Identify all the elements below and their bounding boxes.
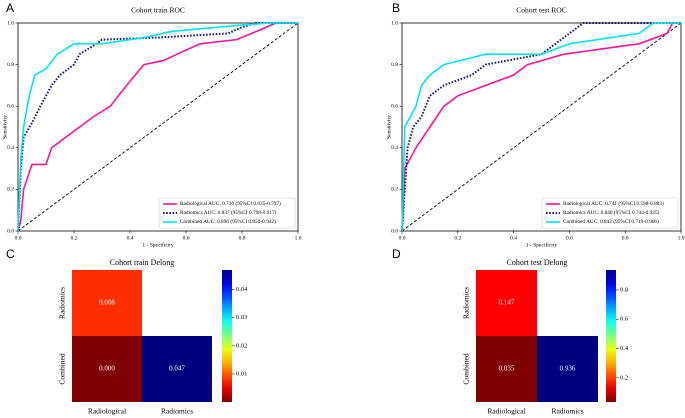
x-tick-label: Radiomics	[161, 407, 193, 416]
x-tick-label: 0.8	[622, 235, 629, 241]
cell-label: 0.035	[499, 365, 515, 373]
y-tick-label: 0.4	[7, 145, 14, 151]
colorbar	[222, 270, 232, 402]
legend-label: Radiomics AUC: 0.840 (95%CI 0.744-0.935)	[563, 209, 660, 216]
colorbar-tick-label: 0.02	[236, 342, 247, 349]
y-tick-label: Radiomics	[58, 287, 67, 319]
x-tick-label: 0.6	[566, 235, 573, 241]
panel-label: D	[392, 247, 401, 261]
y-tick-label: 0.6	[7, 103, 14, 109]
x-tick-label: 0.0	[399, 235, 406, 241]
legend-label: Radiomics AUC: 0.837 (95%CI 0.798-0.917)	[180, 209, 277, 216]
cell-label: 0.000	[99, 365, 115, 373]
plot-area	[401, 22, 682, 232]
legend-label: Combined AUC: 0.842 (95%CI 0.719-0.966)	[563, 218, 659, 225]
x-tick-label: 1.0	[295, 235, 302, 241]
colorbar-tick-label: 0.8	[620, 286, 628, 293]
panel-label: B	[392, 1, 400, 15]
roc-curve	[17, 22, 298, 232]
y-axis-label: Sensitivity	[2, 115, 8, 139]
heat-cell	[537, 336, 598, 402]
x-tick-label: 0.2	[71, 235, 78, 241]
y-tick-label: 1.0	[7, 20, 14, 26]
x-tick-label: Radiomics	[551, 407, 583, 416]
y-tick-label: Combined	[58, 353, 67, 384]
y-tick-label: 0.0	[391, 228, 398, 234]
colorbar-tick-label: 0.6	[620, 316, 629, 323]
x-axis-label: 1 - Specificity	[142, 241, 173, 248]
roc-curve	[401, 22, 681, 232]
y-tick-label: 0.2	[391, 187, 398, 193]
chart-title: Cohort train ROC	[131, 6, 185, 15]
x-tick-label: Radiological	[487, 407, 525, 416]
y-tick-label: 0.2	[7, 187, 14, 193]
x-tick-label: 0.8	[239, 235, 246, 241]
reference-diagonal	[17, 22, 299, 232]
legend-label: Radiological AUC: 0.741 (95%CI 0.598-0.8…	[563, 200, 664, 207]
y-tick-label: 0.8	[391, 62, 398, 68]
heat-cell	[72, 270, 142, 336]
roc-curve	[401, 22, 681, 232]
reference-diagonal	[401, 22, 682, 232]
legend-box	[541, 197, 679, 229]
colorbar-tick-label: 0.4	[620, 345, 629, 352]
colorbar-tick-label: 0.01	[236, 370, 247, 377]
heat-cell	[476, 336, 537, 402]
y-tick-label: 0.4	[391, 145, 398, 151]
heat-cell	[476, 270, 537, 336]
x-tick-label: 0.4	[510, 235, 517, 241]
x-tick-label: 0.6	[183, 235, 190, 241]
x-tick-label: Radiological	[88, 407, 126, 416]
cell-label: 0.008	[99, 299, 115, 307]
colorbar-tick-label: 0.04	[236, 286, 248, 293]
x-tick-label: 0.4	[127, 235, 134, 241]
y-axis-label: Sensitivity	[386, 115, 392, 139]
x-tick-label: 1.0	[678, 235, 685, 241]
legend-label: Combined AUC: 0.896 (95%CI 0.850-0.942)	[180, 218, 276, 225]
colorbar-tick-label: 0.2	[620, 374, 628, 381]
roc-curve	[401, 22, 681, 232]
x-axis-label: 1 - Specificity	[526, 241, 557, 248]
y-tick-label: 0.8	[7, 62, 14, 68]
y-tick-label: 0.0	[7, 228, 14, 234]
chart-title: Cohort test ROC	[516, 6, 566, 15]
y-tick-label: 1.0	[391, 20, 398, 26]
y-tick-label: Radiomics	[462, 287, 471, 319]
legend-label: Radiological AUC: 0.716 (95%CI 0.635-0.7…	[180, 200, 281, 207]
x-tick-label: 0.2	[454, 235, 461, 241]
legend-box	[158, 197, 296, 229]
cell-label: 0.047	[169, 365, 185, 373]
y-tick-label: 0.6	[391, 103, 398, 109]
panel-label: C	[6, 247, 15, 261]
roc-curve	[17, 22, 298, 232]
x-tick-label: 0.0	[15, 235, 22, 241]
roc-curve	[17, 22, 298, 232]
plot-area	[17, 22, 299, 232]
cell-label: 0.936	[560, 365, 576, 373]
y-tick-label: Combined	[462, 353, 471, 384]
cell-label: 0.147	[499, 299, 515, 307]
heat-cell	[72, 336, 142, 402]
heat-cell	[142, 336, 212, 402]
colorbar-tick-label: 0.03	[236, 314, 247, 321]
chart-title: Cohort test Delong	[507, 258, 568, 267]
colorbar	[606, 270, 616, 402]
chart-title: Cohort train Delong	[110, 258, 174, 267]
panel-label: A	[6, 1, 14, 15]
